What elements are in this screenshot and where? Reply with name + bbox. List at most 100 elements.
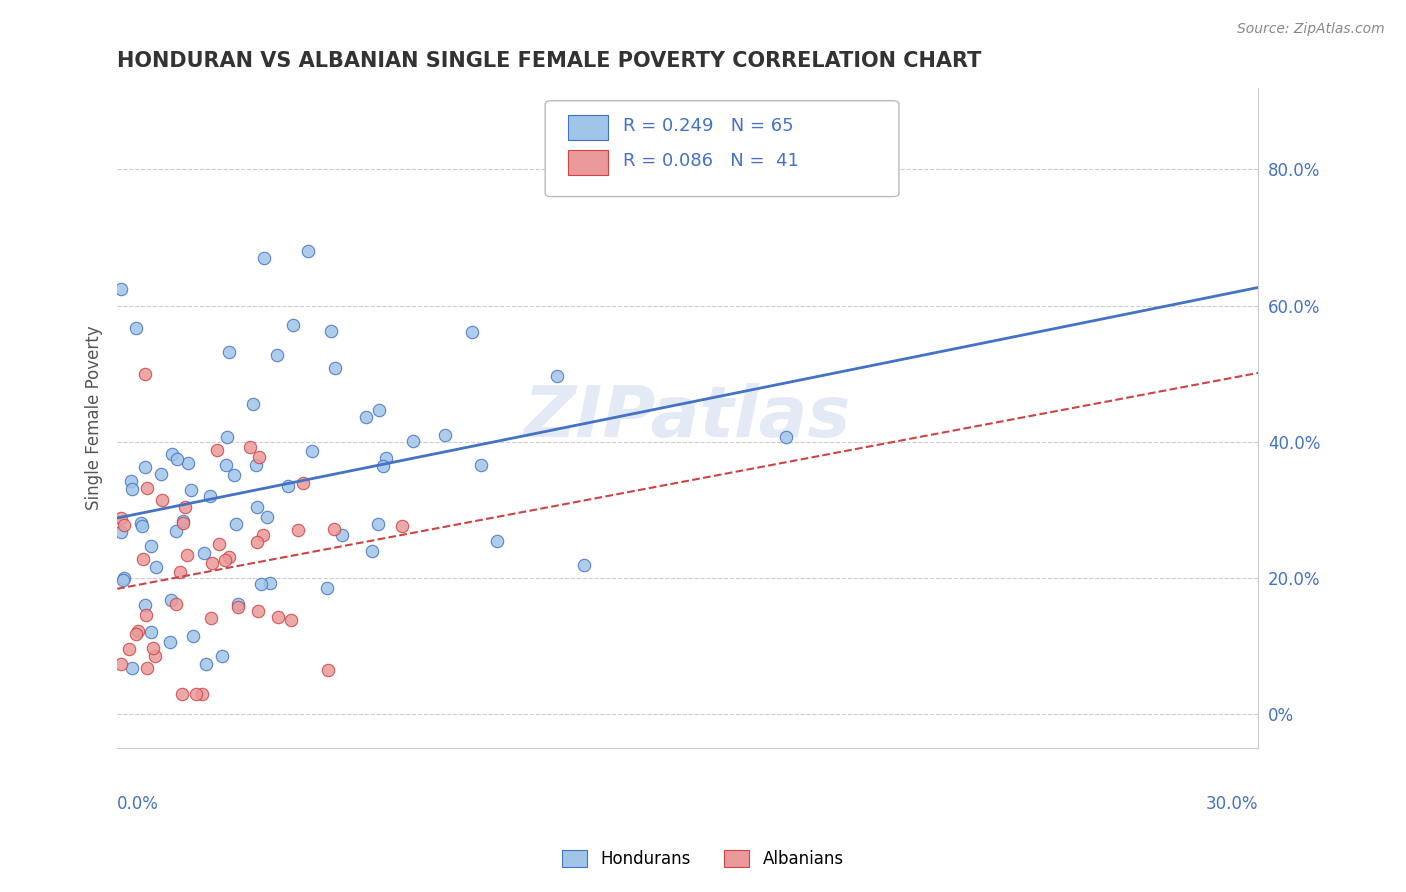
Point: [546, 369, 568, 384]
Point: [139, 625, 162, 640]
Point: [433, 427, 456, 442]
Point: [287, 523, 309, 537]
Point: [323, 360, 346, 375]
Point: [110, 524, 132, 539]
Point: [139, 539, 162, 553]
Point: [159, 592, 181, 607]
Point: [174, 500, 197, 515]
Point: [252, 251, 274, 265]
Point: [373, 458, 395, 473]
Point: [218, 550, 240, 565]
Point: [198, 489, 221, 503]
Point: [323, 522, 346, 536]
Point: [159, 635, 181, 649]
Point: [134, 367, 156, 381]
Point: [246, 534, 269, 549]
Point: [461, 326, 484, 340]
Point: [267, 609, 290, 624]
Point: [277, 479, 299, 493]
Point: [135, 608, 157, 623]
Point: [129, 516, 152, 531]
Point: [132, 551, 155, 566]
Point: [165, 524, 187, 539]
Point: [110, 511, 132, 525]
Point: [301, 444, 323, 458]
Point: [127, 624, 149, 639]
Point: [572, 558, 595, 572]
Point: [291, 475, 314, 490]
Point: [145, 560, 167, 574]
Point: [136, 481, 159, 495]
FancyBboxPatch shape: [546, 101, 898, 196]
Point: [281, 318, 304, 332]
Point: [172, 516, 194, 531]
Point: [143, 649, 166, 664]
Point: [246, 500, 269, 515]
Text: Source: ZipAtlas.com: Source: ZipAtlas.com: [1237, 22, 1385, 37]
FancyBboxPatch shape: [568, 115, 607, 140]
Point: [225, 517, 247, 532]
Point: [160, 447, 183, 461]
Point: [118, 641, 141, 656]
Point: [110, 657, 132, 671]
Point: [208, 537, 231, 551]
Text: HONDURAN VS ALBANIAN SINGLE FEMALE POVERTY CORRELATION CHART: HONDURAN VS ALBANIAN SINGLE FEMALE POVER…: [117, 51, 981, 70]
Point: [112, 573, 135, 587]
Point: [318, 663, 340, 677]
Point: [214, 553, 236, 567]
Point: [124, 321, 146, 335]
Point: [238, 440, 260, 454]
Point: [120, 475, 142, 489]
Point: [134, 599, 156, 613]
Point: [266, 349, 288, 363]
Point: [114, 571, 136, 585]
Point: [152, 493, 174, 508]
Point: [136, 660, 159, 674]
Point: [177, 456, 200, 470]
Legend: Hondurans, Albanians: Hondurans, Albanians: [555, 843, 851, 875]
Point: [218, 344, 240, 359]
Point: [169, 565, 191, 579]
Point: [201, 556, 224, 570]
Text: 30.0%: 30.0%: [1206, 795, 1258, 813]
Point: [190, 687, 212, 701]
Point: [245, 458, 267, 472]
Text: R = 0.086   N =  41: R = 0.086 N = 41: [623, 152, 799, 169]
Point: [361, 544, 384, 558]
Point: [297, 244, 319, 258]
Point: [368, 403, 391, 417]
Point: [211, 648, 233, 663]
Point: [354, 410, 377, 425]
Point: [319, 324, 342, 338]
Point: [134, 459, 156, 474]
Point: [176, 548, 198, 562]
Point: [242, 397, 264, 411]
Point: [125, 627, 148, 641]
Point: [215, 430, 238, 444]
Point: [247, 450, 270, 465]
Point: [374, 450, 396, 465]
Point: [486, 534, 509, 549]
Point: [110, 281, 132, 295]
Point: [194, 657, 217, 671]
Point: [207, 442, 229, 457]
Point: [367, 517, 389, 532]
Text: ZIPatlas: ZIPatlas: [524, 384, 852, 452]
Point: [259, 576, 281, 591]
Point: [193, 546, 215, 560]
Y-axis label: Single Female Poverty: Single Female Poverty: [86, 326, 103, 510]
Point: [112, 518, 135, 533]
Point: [250, 577, 273, 591]
Point: [280, 613, 302, 627]
Point: [184, 687, 207, 701]
Point: [222, 467, 245, 482]
FancyBboxPatch shape: [568, 151, 607, 176]
Point: [215, 458, 238, 472]
Point: [166, 451, 188, 466]
Point: [226, 600, 249, 615]
Point: [165, 597, 187, 611]
Point: [402, 434, 425, 449]
Point: [256, 509, 278, 524]
Point: [181, 628, 204, 642]
Point: [200, 610, 222, 624]
